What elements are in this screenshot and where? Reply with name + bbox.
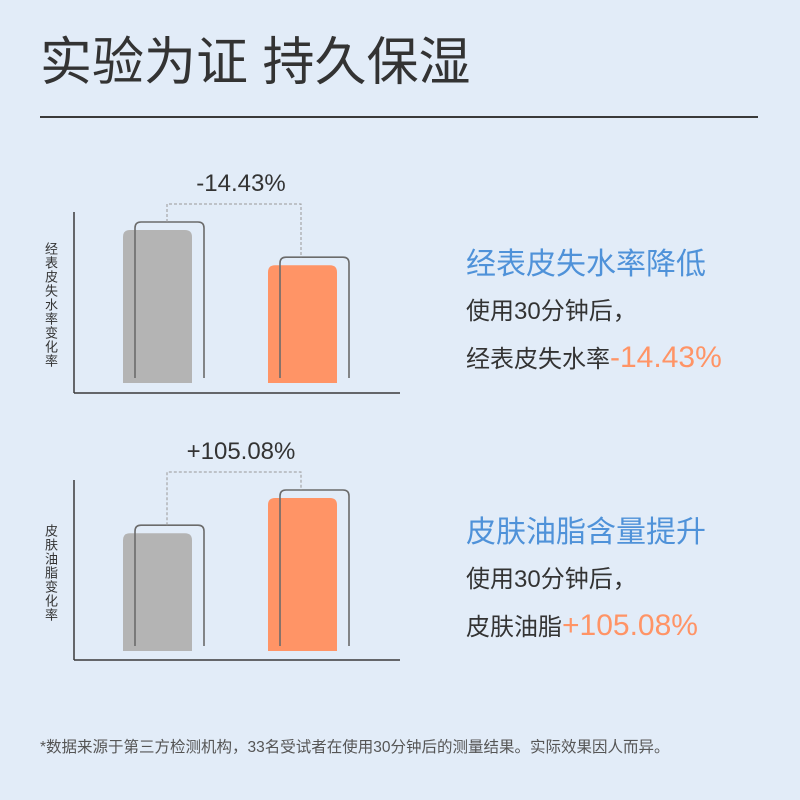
change-label: +105.08% [187,438,296,465]
chart-ylabel: 经表皮失水率变化率 [43,242,58,368]
highlight-water-loss: 经表皮失水率降低 使用30分钟后， 经表皮失水率-14.43% [466,247,722,378]
highlight-heading: 经表皮失水率降低 [466,248,706,281]
highlight-result-label: 皮肤油脂 [466,614,562,641]
highlight-result: 经表皮失水率-14.43% [466,338,722,378]
chart-ylabel: 皮肤油脂变化率 [43,524,58,622]
chart-sebum: 皮肤油脂变化率 +105.08% [0,428,420,668]
highlight-condition: 使用30分钟后， [466,298,637,325]
chart-bar-2 [268,265,337,383]
highlight-condition: 使用30分钟后， [466,566,637,593]
bar-bracket-1 [134,524,205,646]
chart-marks [123,203,350,383]
highlight-heading: 皮肤油脂含量提升 [466,516,706,549]
change-label: -14.43% [196,170,285,197]
highlight-result-value: -14.43% [610,341,722,374]
comparison-connector [166,471,302,526]
footnote: *数据来源于第三方检测机构，33名受试者在使用30分钟后的测量结果。实际效果因人… [40,739,670,756]
page-title: 实验为证 持久保湿 [40,34,471,92]
chart-bar-1 [123,533,192,651]
bar-bracket-1 [134,221,205,378]
chart-water-loss: 经表皮失水率变化率 -14.43% [0,160,420,400]
chart-marks [123,471,350,651]
highlight-result-label: 经表皮失水率 [466,346,610,373]
chart-bar-2 [268,498,337,651]
chart-bar-1 [123,230,192,383]
bar-bracket-2 [279,256,350,378]
bar-chart-sebum: +105.08% [73,438,400,661]
bar-chart-water-loss: -14.43% [73,170,400,394]
bar-bracket-2 [279,489,350,646]
highlight-sebum: 皮肤油脂含量提升 使用30分钟后， 皮肤油脂+105.08% [466,515,706,646]
highlight-result-value: +105.08% [562,609,698,642]
title-divider [40,116,758,118]
comparison-connector [166,203,302,258]
highlight-result: 皮肤油脂+105.08% [466,606,706,646]
